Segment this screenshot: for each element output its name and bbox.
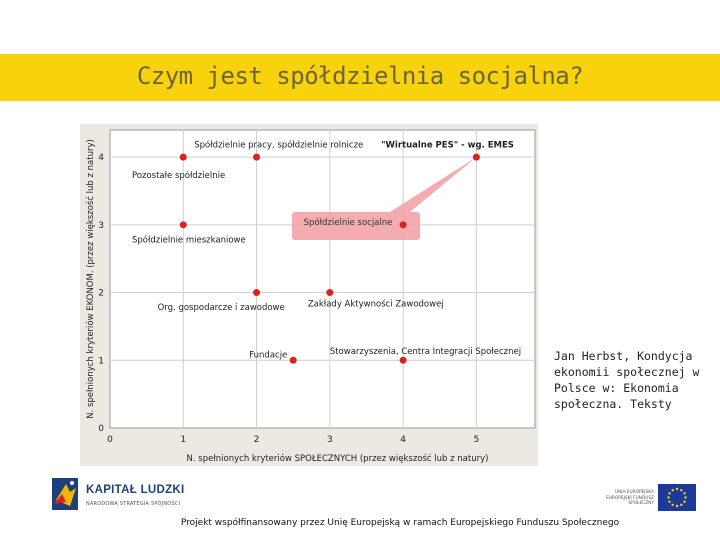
y-tick-label: 4	[98, 153, 104, 163]
kapital-ludzki-emblem-icon	[52, 478, 78, 510]
data-point	[399, 221, 407, 229]
page-title: Czym jest spółdzielnia socjalna?	[136, 62, 584, 90]
kapital-ludzki-name: KAPITAŁ LUDZKI	[86, 484, 185, 496]
title-bar: Czym jest spółdzielnia socjalna?	[0, 54, 720, 101]
data-point	[289, 356, 297, 364]
data-point	[253, 153, 261, 161]
kapital-ludzki-logo: KAPITAŁ LUDZKI NARODOWA STRATEGIA SPÓJNO…	[50, 474, 190, 518]
x-tick-label: 1	[180, 435, 186, 445]
eu-flag-icon	[658, 484, 696, 511]
citation-text: Jan Herbst, Kondycja ekonomii społecznej…	[554, 349, 700, 411]
point-label: Fundacje	[249, 351, 287, 361]
data-point	[179, 221, 187, 229]
y-axis-label: N. spełnionych kryteriów EKONOM. (przez …	[85, 139, 96, 419]
data-point	[179, 153, 187, 161]
eu-logo-text: UNIA EUROPEJSKA EUROPEJSKI FUNDUSZ SPOŁE…	[606, 490, 654, 506]
y-tick-label: 3	[98, 221, 104, 231]
x-tick-label: 5	[474, 435, 480, 445]
x-tick-label: 3	[327, 435, 333, 445]
data-point	[399, 356, 407, 364]
point-label: "Wirtualne PES" - wg. EMES	[381, 141, 514, 151]
scatter-chart: 0 1 2 3 4 5 0 1 2 3 4 N. spełnionych kryteriów SPOŁ…	[80, 124, 538, 466]
y-tick-label: 0	[98, 424, 104, 434]
y-tick-label: 2	[98, 289, 104, 299]
footer-text: Projekt współfinansowany przez Unię Euro…	[180, 518, 620, 528]
x-axis-label: N. spełnionych kryteriów SPOŁECZNYCH (pr…	[187, 453, 489, 464]
y-tick-label: 1	[98, 356, 104, 366]
plot-area	[109, 129, 536, 429]
chart-svg: 0 1 2 3 4 5 0 1 2 3 4 N. spełnionych kryteriów SPOŁ…	[85, 129, 536, 464]
point-label: Spółdzielnie pracy, spółdzielnie rolnicz…	[194, 140, 363, 151]
kapital-ludzki-subtitle: NARODOWA STRATEGIA SPÓJNOŚCI	[86, 501, 181, 507]
data-point	[326, 289, 334, 297]
callout-label: Spółdzielnie socjalne	[304, 217, 393, 228]
x-tick-label: 4	[400, 435, 406, 445]
x-tick-label: 0	[107, 435, 113, 445]
point-label: Stowarzyszenia, Centra Integracji Społec…	[330, 347, 521, 357]
callout-box	[292, 212, 420, 240]
data-point	[472, 153, 480, 161]
point-label: Pozostałe spółdzielnie	[132, 170, 225, 181]
point-label: Zakłady Aktywności Zawodowej	[308, 299, 444, 310]
data-point	[253, 289, 261, 297]
eu-logo: UNIA EUROPEJSKA EUROPEJSKI FUNDUSZ SPOŁE…	[598, 484, 698, 514]
point-label: Spółdzielnie mieszkaniowe	[132, 234, 246, 245]
callout-pointer	[390, 157, 477, 212]
point-label: Org. gospodarcze i zawodowe	[158, 303, 285, 313]
x-tick-label: 2	[254, 435, 260, 445]
